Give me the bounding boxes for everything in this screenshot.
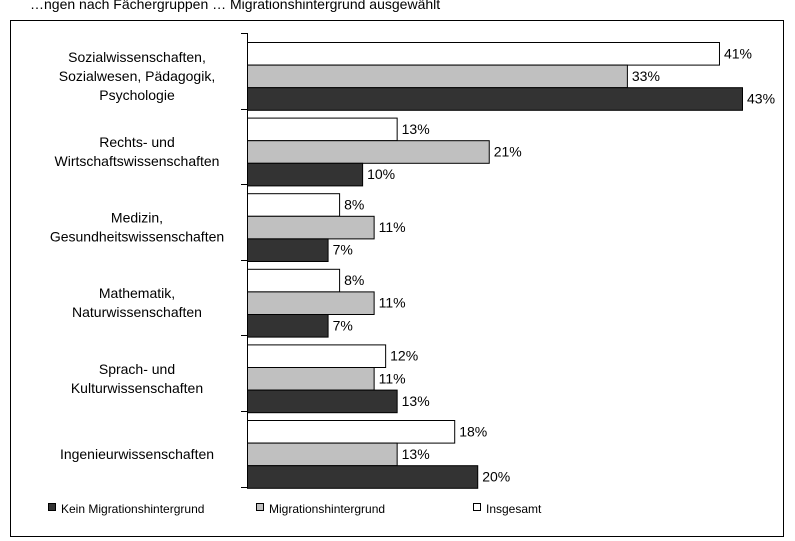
category-label-sprach-und-kulturwissenschaften-line-1: Sprach- und [99, 361, 175, 377]
category-label-sprach-und-kulturwissenschaften-line-2: Kulturwissenschaften [71, 380, 203, 396]
bar-rechts-und-wirtschaftswissenschaften-kein-migrationshintergrund [247, 162, 364, 187]
legend-swatch-migrationshintergrund [256, 503, 264, 511]
chart-title: …ngen nach Fächergruppen … Migrationshin… [30, 0, 440, 12]
data-label-medizin-gesundheitswissenschaften-kein-migrationshintergrund: 7% [333, 242, 353, 258]
data-label-ingenieurwissenschaften-insgesamt: 18% [459, 423, 487, 439]
data-label-sprach-und-kulturwissenschaften-migrationshintergrund: 11% [379, 370, 406, 386]
bar-ingenieurwissenschaften-insgesamt [247, 420, 456, 444]
bars: 41%33%43%13%21%10%8%11%7%8%11%7%12%11%13… [247, 42, 775, 489]
data-label-sprach-und-kulturwissenschaften-kein-migrationshintergrund: 13% [402, 393, 430, 409]
category-label-rechts-und-wirtschaftswissenschaften-line-2: Wirtschaftswissenschaften [55, 153, 220, 169]
bar-mathematik-naturwissenschaften-migrationshintergrund [247, 291, 375, 315]
bar-sprach-und-kulturwissenschaften-insgesamt [247, 344, 387, 368]
data-label-rechts-und-wirtschaftswissenschaften-insgesamt: 13% [402, 121, 430, 137]
legend-label-kein-migrationshintergrund: Kein Migrationshintergrund [61, 502, 204, 516]
data-label-rechts-und-wirtschaftswissenschaften-kein-migrationshintergrund: 10% [367, 166, 395, 182]
category-axis [241, 33, 248, 488]
legend: Kein Migrationshintergrund Migrationshint… [48, 502, 542, 516]
category-label-medizin-gesundheitswissenschaften-line-1: Medizin, [111, 210, 163, 226]
category-labels: Sozialwissenschaften, Sozialwesen, Pädago… [50, 49, 224, 462]
bar-sozialwissenschaften-sozialwesen-p-dagogik-psychologie-kein-migrationshintergrund [247, 87, 743, 111]
category-label-mathematik-naturwissenschaften-line-1: Mathematik, [99, 285, 175, 301]
category-label-medizin-gesundheitswissenschaften-line-2: Gesundheitswissenschaften [50, 229, 224, 245]
category-label-sozialwissenschaften-sozialwesen-p-dagogik-psychologie-line-3: Psychologie [99, 87, 175, 103]
chart-frame [10, 20, 784, 537]
data-label-ingenieurwissenschaften-kein-migrationshintergrund: 20% [482, 469, 510, 485]
legend-swatch-insgesamt [473, 503, 481, 511]
data-label-ingenieurwissenschaften-migrationshintergrund: 13% [402, 446, 430, 462]
data-label-medizin-gesundheitswissenschaften-insgesamt: 8% [344, 197, 364, 213]
bar-sprach-und-kulturwissenschaften-kein-migrationshintergrund [247, 389, 398, 414]
bar-sozialwissenschaften-sozialwesen-p-dagogik-psychologie-insgesamt [247, 42, 720, 66]
category-label-rechts-und-wirtschaftswissenschaften-line-1: Rechts- und [99, 134, 174, 150]
data-label-mathematik-naturwissenschaften-kein-migrationshintergrund: 7% [333, 317, 353, 333]
category-label-sozialwissenschaften-sozialwesen-p-dagogik-psychologie-line-1: Sozialwissenschaften, [68, 49, 206, 65]
legend-swatch-kein-migrationshintergrund [48, 503, 56, 511]
data-label-rechts-und-wirtschaftswissenschaften-migrationshintergrund: 21% [494, 144, 522, 160]
bar-medizin-gesundheitswissenschaften-insgesamt [247, 193, 341, 217]
bar-mathematik-naturwissenschaften-kein-migrationshintergrund [247, 314, 329, 338]
bar-medizin-gesundheitswissenschaften-kein-migrationshintergrund [247, 238, 329, 262]
data-label-medizin-gesundheitswissenschaften-migrationshintergrund: 11% [379, 219, 406, 235]
data-label-sprach-und-kulturwissenschaften-insgesamt: 12% [390, 348, 418, 364]
legend-label-insgesamt: Insgesamt [486, 502, 542, 516]
bar-ingenieurwissenschaften-migrationshintergrund [247, 442, 398, 467]
category-label-ingenieurwissenschaften-line-1: Ingenieurwissenschaften [60, 446, 214, 462]
category-label-mathematik-naturwissenschaften-line-2: Naturwissenschaften [72, 304, 202, 320]
data-label-sozialwissenschaften-sozialwesen-p-dagogik-psychologie-kein-migrationshintergrund: 43% [747, 91, 775, 107]
bar-mathematik-naturwissenschaften-insgesamt [247, 268, 341, 293]
bar-medizin-gesundheitswissenschaften-migrationshintergrund [247, 215, 375, 240]
category-label-sozialwissenschaften-sozialwesen-p-dagogik-psychologie-line-2: Sozialwesen, Pädagogik, [59, 68, 215, 84]
bar-ingenieurwissenschaften-kein-migrationshintergrund [247, 465, 479, 489]
bar-rechts-und-wirtschaftswissenschaften-migrationshintergrund [247, 140, 490, 164]
legend-label-migrationshintergrund: Migrationshintergrund [269, 502, 385, 516]
data-label-sozialwissenschaften-sozialwesen-p-dagogik-psychologie-migrationshintergrund: 33% [632, 68, 660, 84]
data-label-sozialwissenschaften-sozialwesen-p-dagogik-psychologie-insgesamt: 41% [724, 45, 752, 61]
data-label-mathematik-naturwissenschaften-insgesamt: 8% [344, 272, 364, 288]
bar-sprach-und-kulturwissenschaften-migrationshintergrund [247, 367, 375, 391]
data-label-mathematik-naturwissenschaften-migrationshintergrund: 11% [379, 295, 406, 311]
bar-rechts-und-wirtschaftswissenschaften-insgesamt [247, 117, 398, 142]
bar-sozialwissenschaften-sozialwesen-p-dagogik-psychologie-migrationshintergrund [247, 64, 628, 89]
